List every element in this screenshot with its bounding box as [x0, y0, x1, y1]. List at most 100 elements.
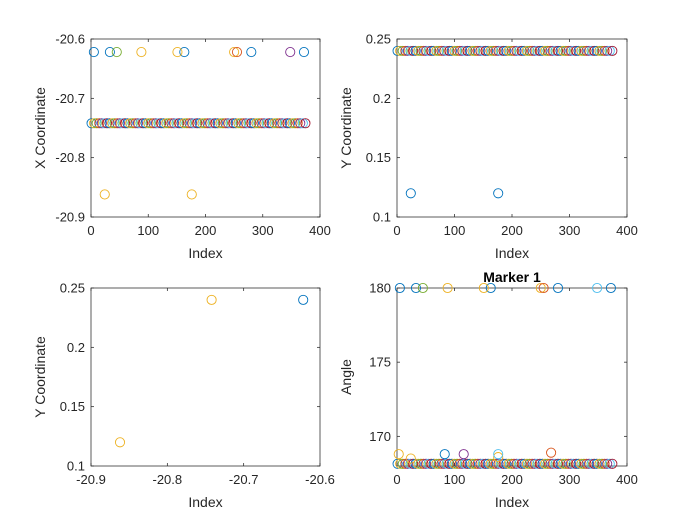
data-point	[540, 45, 551, 56]
data-point	[444, 458, 455, 469]
x-tick-label: 0	[87, 223, 94, 238]
y-tick-label: 0.15	[366, 150, 391, 165]
data-point	[210, 118, 221, 129]
data-point	[542, 45, 553, 56]
data-point	[496, 458, 507, 469]
x-tick-label: 100	[444, 223, 466, 238]
data-point	[514, 45, 525, 56]
data-point	[542, 458, 553, 469]
data-point	[186, 189, 197, 200]
data-point	[464, 458, 476, 469]
data-point	[428, 45, 439, 56]
data-point	[207, 118, 218, 129]
data-point	[592, 282, 603, 294]
data-point	[415, 45, 426, 56]
data-point	[413, 45, 424, 56]
data-point	[483, 45, 494, 56]
data-point	[397, 458, 408, 469]
data-point	[493, 449, 504, 460]
plot-area	[396, 38, 628, 218]
data-point	[184, 118, 195, 129]
data-point	[397, 45, 408, 56]
data-point	[508, 45, 520, 56]
y-tick-label: -20.9	[55, 210, 85, 225]
data-point	[394, 282, 405, 294]
data-point	[488, 458, 499, 469]
data-point	[477, 45, 489, 56]
data-point	[519, 45, 530, 56]
data-point	[158, 118, 169, 129]
data-point	[112, 118, 123, 129]
subplot-x-coordinate-vs-index: 0 100 200 300 400 -20.9 -20.8 -20.7 -20.6 Index X …	[32, 32, 331, 262]
data-point	[558, 45, 569, 56]
data-point	[140, 118, 151, 129]
data-point	[402, 458, 413, 469]
data-point	[99, 118, 110, 129]
data-point	[452, 45, 463, 56]
data-point	[150, 118, 162, 129]
data-point	[591, 45, 602, 56]
y-tick-label: 0.25	[366, 32, 391, 47]
data-point	[514, 458, 525, 469]
data-point	[493, 452, 504, 463]
data-point	[537, 45, 548, 56]
data-point	[238, 118, 249, 129]
data-point	[545, 45, 556, 56]
data-point	[161, 118, 172, 129]
data-point	[596, 45, 608, 56]
data-point	[607, 458, 618, 469]
data-point	[248, 118, 259, 129]
x-tick-label: 400	[616, 223, 638, 238]
data-point	[148, 118, 159, 129]
data-point	[436, 45, 447, 56]
data-point	[547, 458, 558, 469]
x-tick-label: -20.6	[305, 472, 335, 487]
x-axis-label: Index	[495, 245, 529, 261]
y-tick-label: -20.7	[55, 91, 85, 106]
y-axis-label: Angle	[338, 359, 354, 395]
data-point	[568, 458, 579, 469]
data-point	[470, 45, 481, 56]
data-point	[594, 458, 605, 469]
data-point	[573, 458, 584, 469]
data-point	[269, 118, 280, 129]
data-point	[181, 118, 192, 129]
data-point	[88, 47, 99, 58]
data-point	[197, 118, 208, 129]
data-point	[418, 45, 429, 56]
data-point	[571, 458, 582, 469]
y-axis-label: X Coordinate	[32, 87, 48, 169]
data-point	[511, 45, 522, 56]
x-tick-label: 100	[137, 223, 159, 238]
data-point	[285, 47, 296, 58]
data-point	[604, 45, 615, 56]
data-point	[402, 45, 413, 56]
data-point	[246, 118, 257, 129]
data-point	[136, 47, 147, 58]
data-point	[578, 45, 589, 56]
data-point	[467, 45, 478, 56]
data-point	[298, 294, 309, 305]
data-point	[596, 458, 608, 469]
data-point	[174, 118, 185, 129]
data-point	[452, 458, 463, 469]
data-point	[194, 118, 205, 129]
data-point	[420, 458, 432, 469]
data-point	[439, 458, 450, 469]
data-point	[527, 45, 538, 56]
data-point	[472, 458, 483, 469]
x-axis-label: Index	[188, 245, 222, 261]
x-tick-label: 300	[559, 223, 581, 238]
data-point	[521, 458, 533, 469]
data-point	[573, 45, 584, 56]
data-point	[508, 458, 520, 469]
data-point	[393, 449, 404, 460]
data-point	[405, 45, 416, 56]
x-tick-label: 100	[444, 472, 466, 487]
data-point	[546, 447, 557, 458]
data-point	[400, 458, 411, 469]
data-point	[192, 118, 203, 129]
data-point	[104, 118, 115, 129]
y-tick-label: 170	[369, 429, 391, 444]
data-point	[534, 458, 545, 469]
